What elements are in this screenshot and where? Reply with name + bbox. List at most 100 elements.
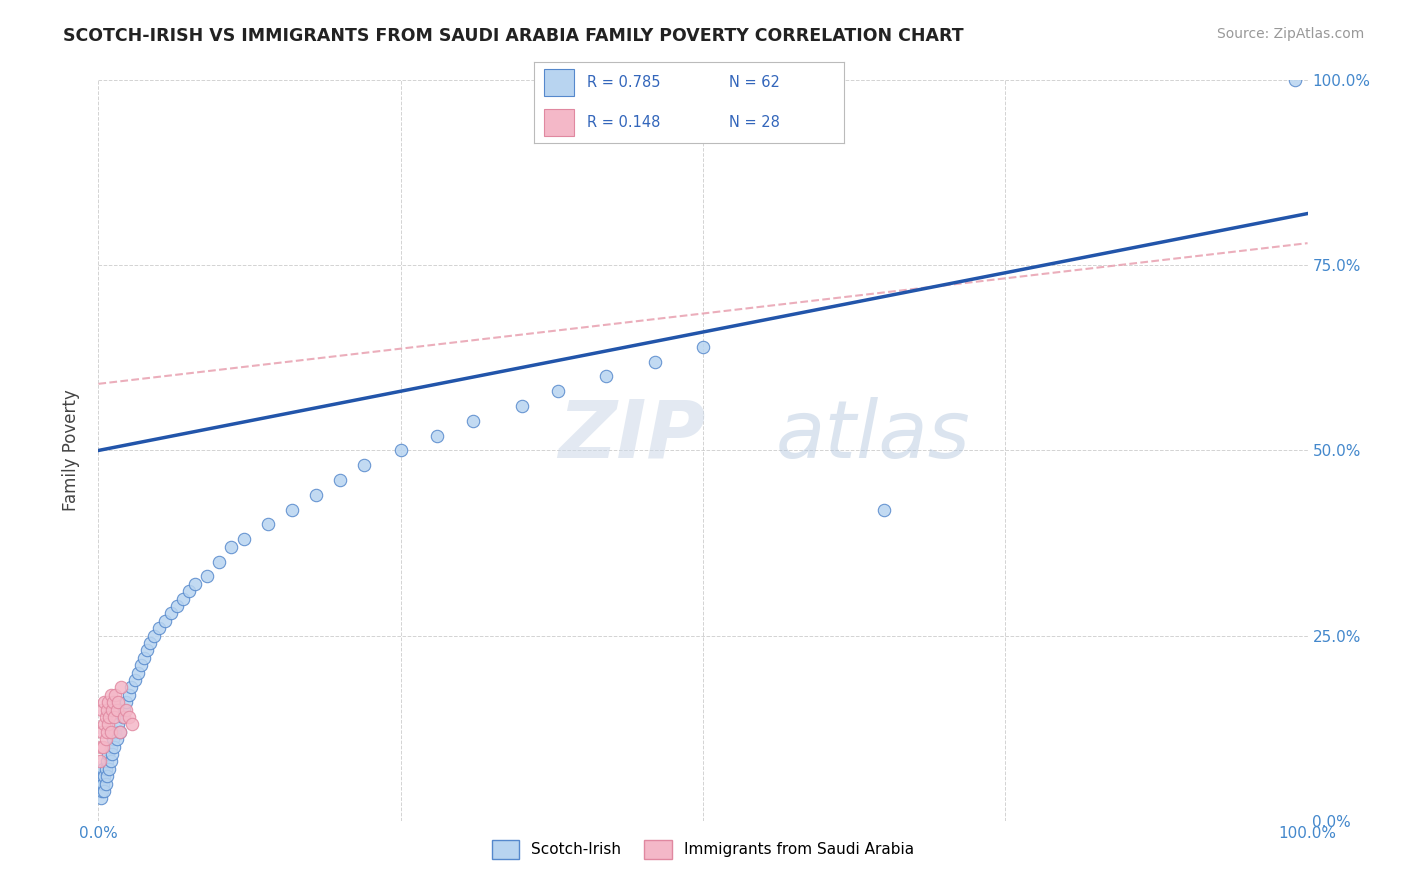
Text: R = 0.148: R = 0.148 (586, 115, 661, 130)
Point (108, 724, 131, 739)
Point (96, 703, 118, 717)
Point (873, 502, 896, 516)
Point (91, 739, 114, 754)
Point (89, 755, 111, 769)
Text: ZIP: ZIP (558, 397, 706, 475)
Point (103, 710, 125, 724)
Point (96, 755, 118, 769)
Point (305, 488, 328, 502)
Point (100, 755, 122, 769)
Point (105, 703, 128, 717)
Point (166, 599, 188, 613)
Point (111, 710, 134, 724)
Point (115, 695, 138, 709)
Point (195, 569, 218, 583)
Point (112, 703, 135, 717)
Point (100, 703, 122, 717)
Point (96, 769, 118, 783)
Point (90, 776, 112, 791)
Point (179, 584, 201, 599)
Point (124, 673, 146, 687)
Point (90, 739, 112, 754)
Point (91, 724, 114, 739)
Point (595, 369, 617, 384)
Point (89, 784, 111, 798)
Point (93, 717, 115, 731)
Point (94, 776, 117, 791)
Point (160, 607, 183, 621)
FancyBboxPatch shape (544, 69, 575, 96)
Y-axis label: Family Poverty: Family Poverty (62, 390, 80, 511)
Point (101, 695, 124, 709)
Legend: Scotch-Irish, Immigrants from Saudi Arabia: Scotch-Irish, Immigrants from Saudi Arab… (485, 834, 921, 865)
Point (135, 643, 157, 657)
Point (105, 732, 128, 747)
Point (97, 747, 120, 761)
Point (93, 695, 115, 709)
Point (1284, 73, 1306, 87)
Point (115, 703, 138, 717)
Point (91, 703, 114, 717)
Point (208, 555, 231, 569)
Point (97, 695, 120, 709)
Point (101, 732, 124, 747)
Point (510, 399, 533, 413)
Point (91, 784, 114, 798)
Point (98, 710, 121, 724)
Point (107, 717, 129, 731)
Point (100, 688, 122, 702)
Point (98, 762, 121, 776)
Point (103, 739, 125, 754)
Point (94, 710, 117, 724)
Text: Source: ZipAtlas.com: Source: ZipAtlas.com (1216, 27, 1364, 41)
Point (129, 658, 152, 673)
Point (91, 776, 114, 791)
Point (94, 762, 117, 776)
Point (184, 576, 207, 591)
Point (281, 502, 304, 516)
FancyBboxPatch shape (544, 109, 575, 136)
Point (118, 710, 141, 724)
Point (108, 724, 131, 739)
Text: R = 0.785: R = 0.785 (586, 75, 661, 90)
Point (104, 688, 127, 702)
Point (148, 621, 170, 635)
Point (353, 458, 375, 473)
Point (256, 517, 278, 532)
Point (107, 695, 129, 709)
Point (547, 384, 569, 399)
Point (93, 784, 115, 798)
Point (143, 628, 166, 642)
Point (100, 739, 122, 754)
Point (110, 681, 132, 695)
Point (692, 340, 714, 354)
Point (172, 591, 194, 606)
Point (96, 724, 118, 739)
Point (90, 791, 112, 805)
Point (91, 769, 114, 783)
Point (104, 724, 127, 739)
Point (134, 650, 156, 665)
Point (94, 732, 117, 747)
Point (139, 636, 162, 650)
Point (91, 762, 114, 776)
Point (127, 665, 149, 680)
Point (389, 443, 412, 458)
Text: atlas: atlas (776, 397, 970, 475)
Point (153, 614, 176, 628)
Point (112, 710, 135, 724)
Point (93, 769, 115, 783)
Point (329, 473, 352, 487)
Point (644, 354, 666, 368)
Point (100, 747, 122, 761)
Point (426, 428, 449, 442)
Point (97, 717, 120, 731)
Point (118, 688, 141, 702)
Point (121, 717, 143, 731)
Point (100, 724, 122, 739)
Text: N = 62: N = 62 (730, 75, 780, 90)
Point (463, 414, 485, 428)
Point (120, 681, 142, 695)
Text: SCOTCH-IRISH VS IMMIGRANTS FROM SAUDI ARABIA FAMILY POVERTY CORRELATION CHART: SCOTCH-IRISH VS IMMIGRANTS FROM SAUDI AR… (63, 27, 965, 45)
Point (221, 540, 243, 554)
